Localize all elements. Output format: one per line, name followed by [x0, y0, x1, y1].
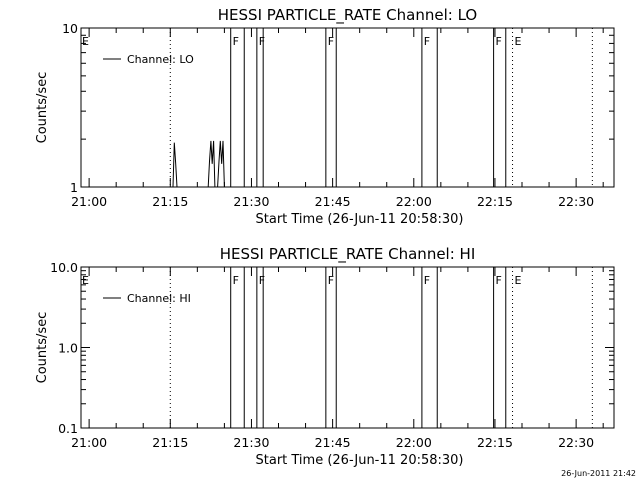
flag-label: F — [496, 274, 502, 287]
x-tick-label: 21:45 — [315, 435, 351, 450]
flag-label: E — [514, 35, 521, 48]
y-tick-label: 1.0 — [58, 341, 78, 356]
x-tick-label: 21:00 — [71, 194, 107, 209]
x-tick-label: 21:00 — [71, 435, 107, 450]
flag-label: F — [424, 274, 430, 287]
y-axis-label: Counts/sec — [35, 312, 50, 384]
y-tick-label: 1 — [70, 180, 78, 195]
x-tick-label: 21:15 — [152, 435, 188, 450]
flag-label: F — [233, 35, 239, 48]
x-axis-label: Start Time (26-Jun-11 20:58:30) — [256, 212, 464, 227]
chart-title: HESSI PARTICLE_RATE Channel: HI — [220, 245, 476, 264]
flag-label: F — [328, 35, 334, 48]
plot-frame — [80, 27, 615, 188]
flag-label: E — [82, 35, 89, 48]
flag-label: F — [496, 35, 502, 48]
x-tick-label: 21:30 — [233, 194, 269, 209]
x-tick-label: 22:00 — [396, 435, 432, 450]
x-tick-label: 22:15 — [477, 194, 513, 209]
x-tick-label: 21:30 — [233, 435, 269, 450]
x-tick-label: 22:00 — [396, 194, 432, 209]
series-line — [172, 140, 225, 188]
x-tick-label: 22:15 — [477, 435, 513, 450]
flag-label: F — [259, 35, 265, 48]
plot-timestamp: 26-Jun-2011 21:42 — [561, 469, 636, 478]
x-tick-label: 21:45 — [315, 194, 351, 209]
flag-label: E — [82, 274, 89, 287]
y-tick-label: 10.0 — [50, 260, 78, 275]
x-axis-label: Start Time (26-Jun-11 20:58:30) — [256, 453, 464, 468]
x-tick-label: 21:15 — [152, 194, 188, 209]
x-tick-label: 22:30 — [558, 435, 594, 450]
flag-label: F — [233, 274, 239, 287]
flag-label: F — [328, 274, 334, 287]
y-tick-label: 10 — [62, 21, 78, 36]
y-axis-label: Counts/sec — [35, 72, 50, 144]
y-tick-label: 0.1 — [58, 421, 78, 436]
x-tick-label: 22:30 — [558, 194, 594, 209]
flag-label: E — [514, 274, 521, 287]
flag-label: F — [424, 35, 430, 48]
legend-entry: Channel: LO — [127, 53, 194, 66]
flag-label: F — [259, 274, 265, 287]
chart-title: HESSI PARTICLE_RATE Channel: LO — [218, 6, 477, 25]
legend-entry: Channel: HI — [127, 292, 191, 305]
